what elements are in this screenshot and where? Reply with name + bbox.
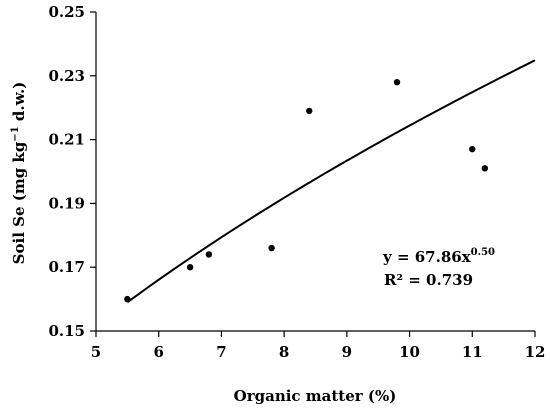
data-point (268, 244, 275, 252)
y-tick-label: 0.17 (48, 258, 85, 276)
r2-annotation: R² = 0.739 (384, 271, 473, 289)
y-tick-label: 0.15 (48, 322, 85, 340)
x-tick-label: 5 (91, 343, 101, 361)
x-tick-label: 10 (399, 343, 420, 361)
data-point (469, 145, 476, 153)
x-axis-ticks: 5 6 7 8 9 10 11 12 (91, 331, 546, 361)
x-tick-label: 7 (216, 343, 226, 361)
y-tick-label: 0.21 (48, 131, 85, 149)
data-points (124, 78, 489, 303)
equation-exponent: 0.50 (471, 247, 495, 258)
x-tick-label: 12 (525, 343, 546, 361)
data-point (205, 251, 213, 258)
y-axis-title-sup: −1 (10, 126, 21, 141)
y-tick-label: 0.23 (48, 67, 85, 85)
y-axis-title-tail: d.w.) (10, 82, 28, 127)
data-point (306, 107, 313, 115)
y-tick-label: 0.19 (48, 194, 85, 212)
y-axis-title: Soil Se (mg kg−1 d.w.) (10, 82, 28, 265)
x-tick-label: 8 (279, 343, 289, 361)
equation-main: y = 67.86x (382, 248, 472, 266)
x-tick-label: 6 (153, 343, 163, 361)
x-tick-label: 9 (342, 343, 352, 361)
fit-curve (126, 59, 536, 304)
data-point (481, 165, 489, 172)
y-tick-label: 0.25 (48, 3, 85, 21)
y-axis-ticks: 0.15 0.17 0.19 0.21 0.23 0.25 (48, 3, 96, 340)
x-axis-title: Organic matter (%) (234, 387, 397, 405)
equation-annotation: y = 67.86x0.50 (382, 247, 495, 266)
data-point (124, 295, 131, 303)
y-axis-title-main: Soil Se (mg kg (10, 141, 28, 264)
x-tick-label: 11 (462, 343, 483, 361)
data-point (393, 78, 401, 86)
data-point (186, 264, 194, 271)
